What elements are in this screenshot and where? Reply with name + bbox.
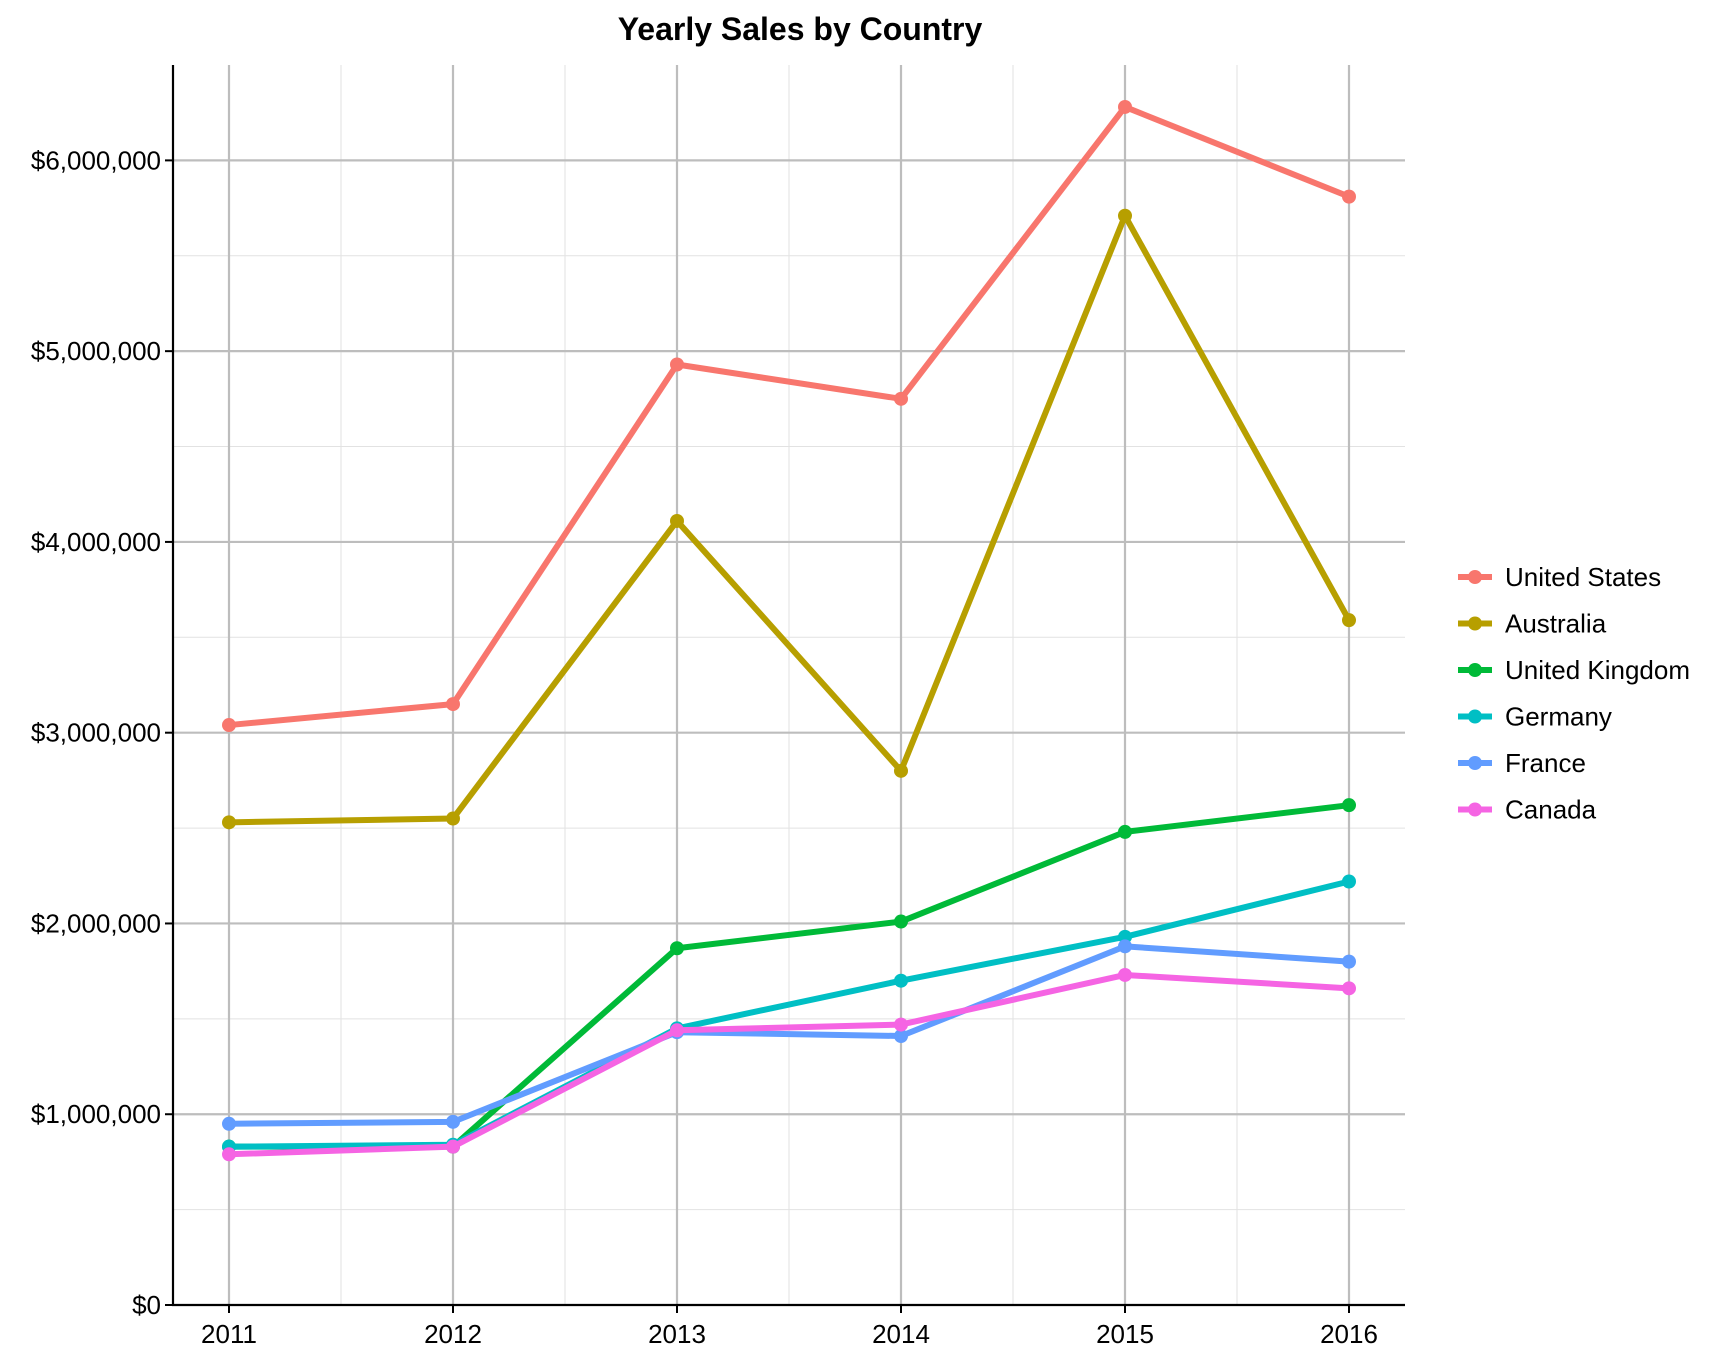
legend-label: France [1505,748,1586,778]
data-point-united-states [1342,189,1356,204]
x-tick-label: 2015 [1096,1319,1154,1344]
axes: $0 $1,000,000 $2,000,000 $3,000,000 $4,000,0… [31,65,1405,1349]
legend-item-australia: Australia [1458,609,1607,639]
legend-item-france: France [1458,748,1586,778]
data-point-united-states [1118,99,1132,114]
data-point-france [1118,939,1132,954]
data-point-australia [1342,613,1356,628]
y-tick-label: $4,000,000 [31,527,161,557]
data-point-united-kingdom [1118,824,1132,839]
series-united-states [222,99,1356,733]
data-point-australia [446,811,460,826]
series-line-canada [226,971,1352,1158]
series-australia [222,208,1356,830]
y-tick-label: $2,000,000 [31,908,161,938]
data-point-france [894,1029,908,1044]
legend-key-point [1468,709,1482,724]
data-point-germany [1342,874,1356,889]
data-point-australia [670,513,684,528]
x-tick-label: 2013 [648,1319,706,1344]
legend-item-canada: Canada [1458,795,1597,825]
data-point-germany [894,973,908,988]
series-line-france [226,943,1352,1127]
chart-title: Yearly Sales by Country [618,11,983,47]
y-tick-label: $1,000,000 [31,1099,161,1129]
x-tick-label: 2011 [201,1319,257,1344]
data-point-france [222,1116,236,1131]
data-point-australia [894,763,908,778]
data-point-united-kingdom [894,914,908,929]
legend-label: United States [1505,562,1661,592]
legend-label: United Kingdom [1505,655,1690,685]
data-point-france [1342,954,1356,969]
y-tick-label: $6,000,000 [31,145,161,175]
legend-key-point [1468,756,1482,770]
legend-key-point [1468,616,1482,631]
grid-lines [173,65,1405,1305]
y-tick-label: $3,000,000 [31,718,161,748]
legend-key-point [1468,663,1482,677]
data-point-canada [446,1139,460,1154]
data-point-united-kingdom [1342,798,1356,813]
legend-label: Canada [1505,795,1597,825]
legend-label: Germany [1505,702,1612,732]
series-line-united-states [226,103,1352,729]
data-point-united-states [670,357,684,372]
data-point-canada [1118,967,1132,982]
series-lines [222,99,1356,1162]
x-tick-label: 2016 [1320,1319,1378,1344]
data-point-canada [222,1147,236,1162]
legend-key-point [1468,570,1482,584]
legend-item-united-kingdom: United Kingdom [1458,655,1690,685]
y-tick-label: $0 [132,1290,161,1320]
legend-item-united-states: United States [1458,562,1661,592]
series-line-australia [226,212,1352,826]
data-point-united-kingdom [670,941,684,956]
data-point-australia [222,815,236,830]
data-point-united-states [222,718,236,733]
x-tick-label: 2012 [424,1319,482,1344]
data-point-canada [670,1023,684,1038]
y-tick-label: $5,000,000 [31,336,161,366]
series-canada [222,967,1356,1162]
data-point-canada [894,1017,908,1032]
data-point-united-states [894,391,908,406]
data-point-canada [1342,981,1356,996]
legend: United States Australia United Kingdom Germ… [1458,562,1690,825]
data-point-united-states [446,697,460,712]
legend-key-point [1468,802,1482,817]
data-point-france [446,1114,460,1129]
data-point-australia [1118,208,1132,223]
legend-item-germany: Germany [1458,702,1612,732]
x-tick-label: 2014 [872,1319,930,1344]
legend-label: Australia [1505,609,1607,639]
